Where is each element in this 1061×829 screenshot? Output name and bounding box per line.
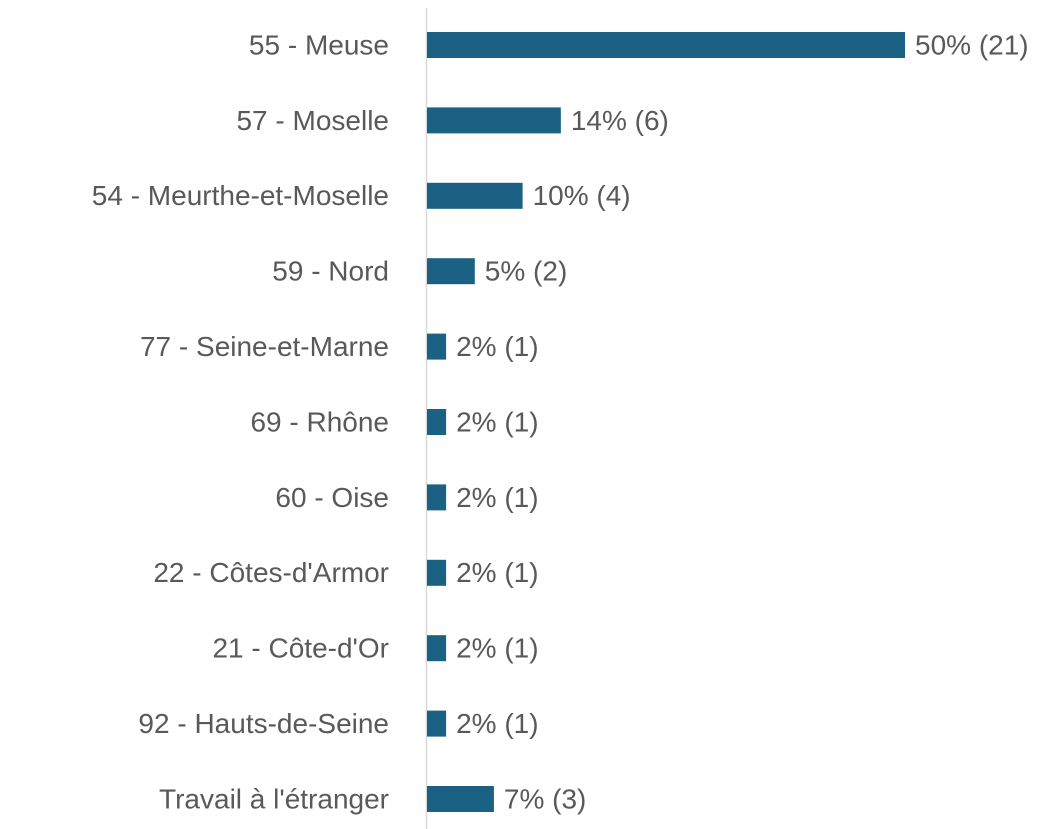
bar [427,107,561,134]
category-label: 60 - Oise [275,482,389,513]
data-label: 2% (1) [456,633,538,664]
category-label: 59 - Nord [272,256,389,287]
bar [427,559,447,586]
bar [427,258,475,285]
bar [427,333,447,360]
data-label: 2% (1) [456,482,538,513]
category-label: 55 - Meuse [249,29,389,60]
bar [427,635,447,662]
category-label: 92 - Hauts-de-Seine [138,708,389,739]
category-label: 54 - Meurthe-et-Moselle [92,180,389,211]
bar [427,32,905,58]
data-label: 2% (1) [456,708,538,739]
bar [427,409,447,435]
data-label: 50% (21) [915,29,1029,60]
category-label: 69 - Rhône [250,406,389,437]
data-label: 7% (3) [504,783,586,814]
data-label: 2% (1) [456,331,538,362]
category-label: Travail à l'étranger [159,783,389,814]
data-label: 10% (4) [533,180,631,211]
data-label: 2% (1) [456,557,538,588]
data-label: 5% (2) [485,256,567,287]
bar [427,786,494,812]
category-label: 77 - Seine-et-Marne [140,331,389,362]
bar [427,484,447,511]
data-label: 14% (6) [571,105,669,136]
bar [427,710,447,737]
category-label: 22 - Côtes-d'Armor [153,557,389,588]
data-label: 2% (1) [456,406,538,437]
category-label: 57 - Moselle [236,105,389,136]
category-label: 21 - Côte-d'Or [212,633,389,664]
bar [427,182,523,209]
